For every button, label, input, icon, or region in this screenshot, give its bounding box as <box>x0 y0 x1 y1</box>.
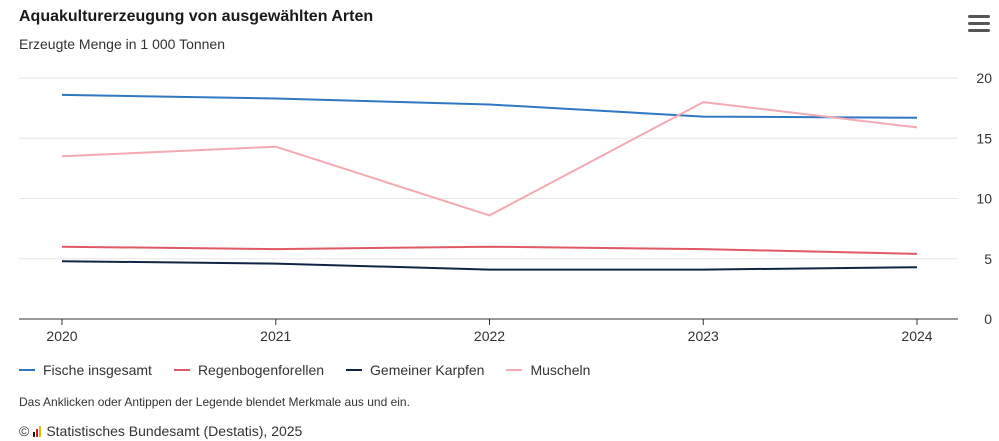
y-tick-label: 10 <box>976 191 992 207</box>
x-tick-label: 2024 <box>901 328 932 344</box>
y-tick-label: 5 <box>984 251 992 267</box>
legend-item-3[interactable]: Muscheln <box>506 362 590 378</box>
hamburger-menu-icon[interactable] <box>968 15 990 35</box>
chart-legend: Fische insgesamt Regenbogenforellen Gemein… <box>19 362 612 378</box>
series-line-2 <box>61 260 918 271</box>
destatis-logo-icon <box>33 425 42 437</box>
x-tick-label: 2020 <box>46 328 77 344</box>
legend-swatch <box>19 369 35 371</box>
series-line-3 <box>61 101 918 217</box>
legend-label: Gemeiner Karpfen <box>370 362 485 378</box>
y-tick-label: 0 <box>984 311 992 327</box>
y-tick-label: 20 <box>976 70 992 86</box>
legend-swatch <box>346 369 363 371</box>
copyright-symbol: © <box>19 423 30 439</box>
x-tick-label: 2023 <box>688 328 719 344</box>
series-line-0 <box>61 93 918 119</box>
legend-item-1[interactable]: Regenbogenforellen <box>173 362 325 378</box>
x-tick-label: 2021 <box>260 328 291 344</box>
chart-subtitle: Erzeugte Menge in 1 000 Tonnen <box>19 36 226 52</box>
legend-label: Regenbogenforellen <box>197 362 325 378</box>
legend-item-0[interactable]: Fische insgesamt <box>19 362 152 378</box>
legend-item-2[interactable]: Gemeiner Karpfen <box>346 362 484 378</box>
source-text[interactable]: Statistisches Bundesamt (Destatis), 2025 <box>46 423 303 439</box>
x-tick-label: 2022 <box>474 328 505 344</box>
source-line: © Statistisches Bundesamt (Destatis), 20… <box>19 423 302 439</box>
chart-title: Aquakulturerzeugung von ausgewählten Art… <box>19 8 374 25</box>
series-line-1 <box>61 245 918 255</box>
legend-label: Muscheln <box>530 362 591 378</box>
legend-label: Fische insgesamt <box>43 362 152 378</box>
legend-swatch <box>173 369 190 371</box>
legend-hint: Das Anklicken oder Antippen der Legende … <box>19 395 410 409</box>
legend-swatch <box>506 369 523 371</box>
y-tick-label: 15 <box>976 130 992 146</box>
